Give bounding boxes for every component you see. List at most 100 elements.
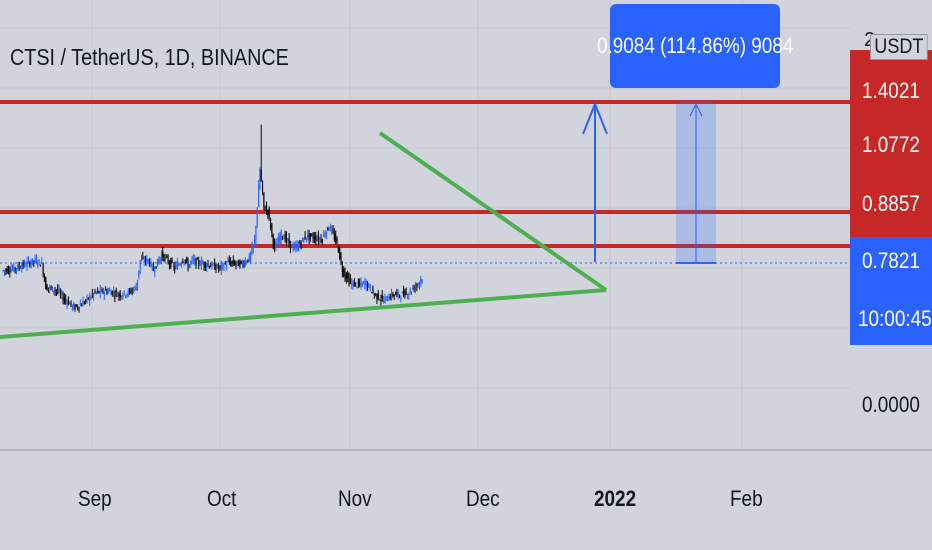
candle-body [359,283,361,285]
candle [156,258,159,267]
candle-body [289,240,292,248]
candle [227,256,229,263]
candle [208,265,210,269]
candle [99,284,101,299]
candle-body [373,294,375,296]
measure-label-box[interactable]: 0.9084 (114.86%) 9084 [597,4,793,88]
candle-body [251,246,253,255]
candle [138,270,140,280]
candle [82,296,84,307]
candle-body [226,264,228,267]
candle-body [352,281,354,287]
candle-body [154,270,156,273]
candle [170,257,172,270]
candle-body [329,226,331,229]
candle [18,261,20,271]
candle-body [11,268,14,270]
candle [204,261,206,272]
currency-selector[interactable]: USDT [870,34,928,60]
candle [312,231,314,244]
candle [86,294,88,304]
candle [199,260,201,267]
candle [335,230,337,245]
candle [63,293,65,305]
candle [154,266,156,278]
support-resistance-lines[interactable] [0,100,850,264]
candle [148,258,151,267]
candle-body [22,262,24,267]
candle-body [331,228,333,232]
candle [175,261,177,270]
candle [207,259,209,267]
candle [31,258,34,266]
candle-body [126,294,128,296]
candle [127,287,129,298]
candle-body [404,291,406,297]
candle [81,303,83,307]
candle [159,256,161,265]
candle [144,255,147,266]
candle [377,289,379,301]
candle [280,229,282,245]
candle-body [402,291,405,296]
price-axis[interactable]: 2 [850,29,932,345]
candle-body [67,300,69,305]
candle-body [211,262,213,268]
candles[interactable] [2,124,423,313]
candle-body [87,297,89,299]
candle [252,244,254,254]
candle [235,260,237,270]
candle-body [46,286,48,291]
candle-body [361,283,363,287]
candle-body [122,295,124,298]
candle [190,260,192,268]
candle-body [45,277,47,290]
candle-body [210,265,212,268]
candle [365,279,367,292]
candle-body [328,228,330,231]
candle-body [265,206,268,210]
candle-body [232,260,234,264]
candle-body [409,289,411,294]
candle-body [166,255,168,258]
candle [281,235,284,241]
candle-body [420,279,422,283]
trendlines[interactable] [0,131,608,339]
measure-tool[interactable] [582,101,716,264]
candle-body [227,260,229,262]
candle-body [98,291,100,293]
candle-body [222,263,224,266]
candle [29,260,31,268]
candle-body [417,283,419,285]
candle [211,260,213,270]
candle [418,281,421,290]
candle-body [244,261,246,265]
candle-body [127,290,129,295]
candle-body [340,254,342,263]
candle [337,245,339,253]
candle [385,296,387,302]
candle-body [300,243,302,245]
candle [364,277,366,290]
candle-body [10,269,12,272]
candle [361,281,363,287]
candle-body [242,262,244,266]
candle [368,283,370,288]
candle-body [174,266,176,270]
candle [78,306,80,313]
candle-body [379,299,381,301]
candle-body [272,234,274,245]
candle-body [416,283,418,286]
candle [328,226,330,232]
candle-body [136,279,139,288]
candle [182,258,184,264]
candle-body [200,260,202,266]
candle [155,266,157,270]
candle [273,238,276,253]
candle [234,259,236,266]
candle [356,286,358,289]
candle [47,287,49,293]
candle-body [345,274,347,280]
candle-body [138,270,140,277]
